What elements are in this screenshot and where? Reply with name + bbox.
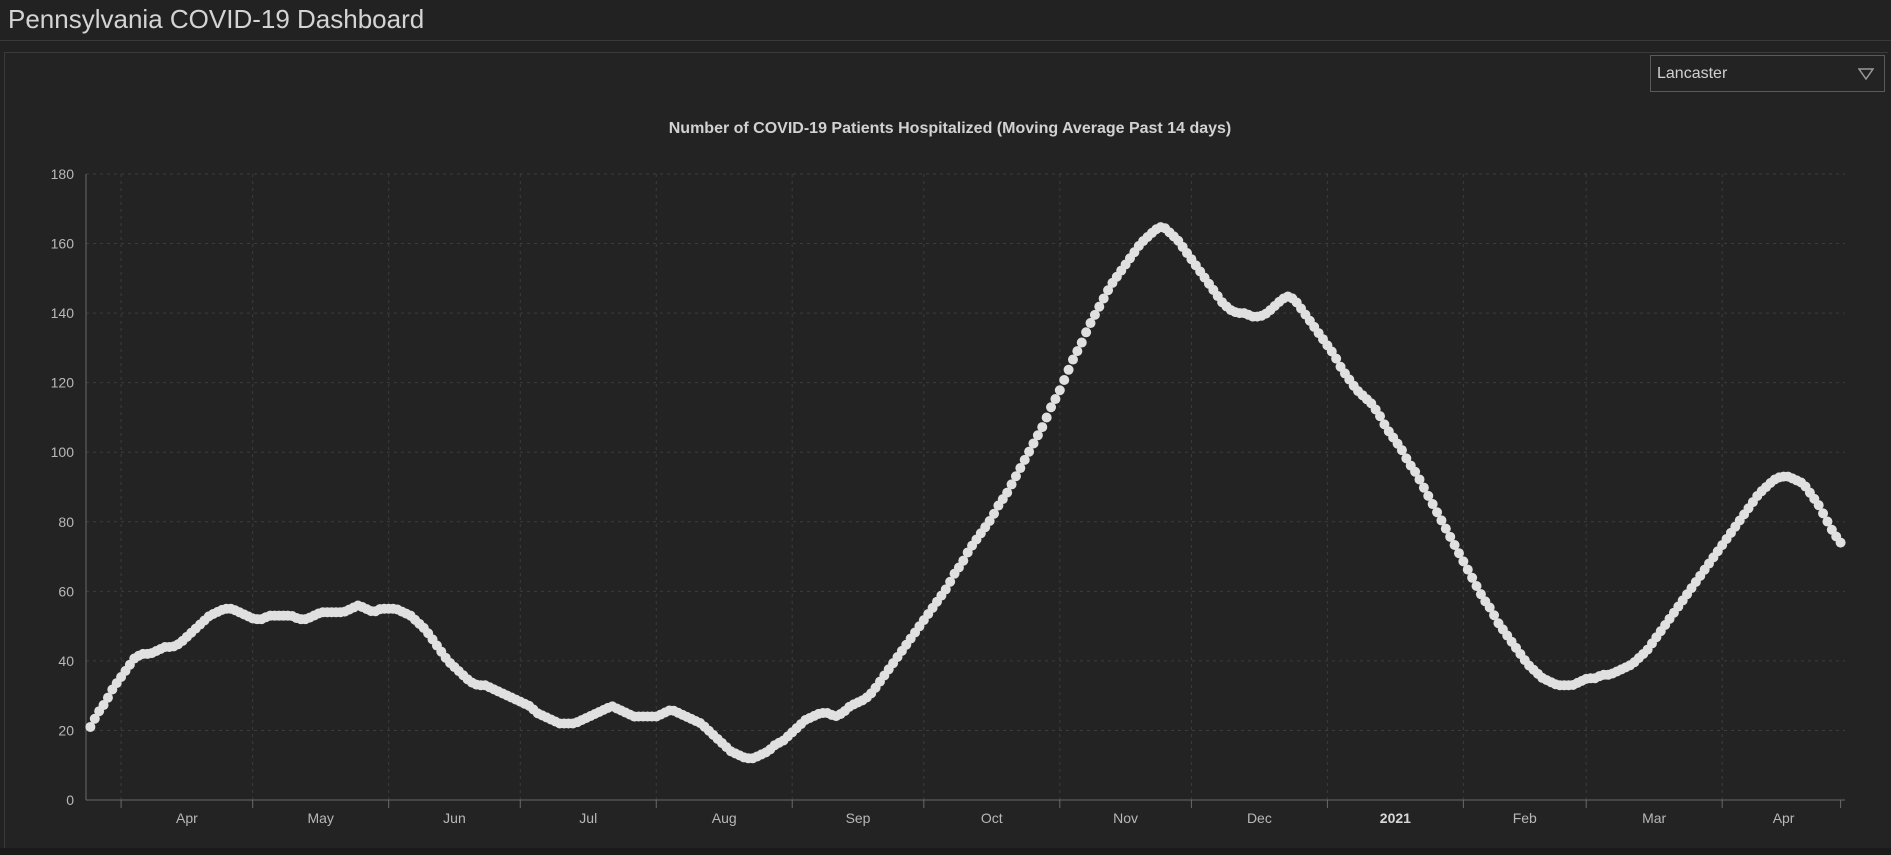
data-point[interactable]: [1467, 572, 1478, 583]
data-point[interactable]: [1098, 293, 1109, 304]
y-tick-label: 140: [51, 305, 75, 321]
data-point[interactable]: [1067, 354, 1078, 365]
data-point[interactable]: [1015, 463, 1026, 474]
data-point[interactable]: [1002, 487, 1013, 498]
data-point[interactable]: [1024, 446, 1035, 457]
county-select[interactable]: Lancaster: [1650, 55, 1885, 92]
chart-grid: [86, 173, 1845, 800]
data-point[interactable]: [1432, 507, 1443, 518]
data-point[interactable]: [1410, 466, 1421, 477]
x-tick-label: Apr: [176, 810, 198, 826]
data-point[interactable]: [1028, 438, 1039, 449]
data-point[interactable]: [102, 692, 113, 703]
data-point[interactable]: [1375, 411, 1386, 422]
chart-panel: [4, 52, 1888, 855]
x-tick-label: Jul: [579, 810, 597, 826]
data-point[interactable]: [89, 713, 100, 724]
x-tick-label: Mar: [1642, 810, 1666, 826]
data-point[interactable]: [1484, 602, 1495, 613]
data-point[interactable]: [1081, 327, 1092, 338]
data-point[interactable]: [984, 516, 995, 527]
y-tick-label: 40: [58, 653, 74, 669]
data-point[interactable]: [1396, 445, 1407, 456]
data-point[interactable]: [1085, 318, 1096, 329]
data-point[interactable]: [1006, 479, 1017, 490]
data-point[interactable]: [1063, 364, 1074, 375]
x-tick-label: Apr: [1773, 810, 1795, 826]
data-point[interactable]: [1010, 471, 1021, 482]
x-tick-label: Aug: [712, 810, 737, 826]
data-point[interactable]: [1822, 516, 1833, 527]
data-point[interactable]: [1475, 589, 1486, 600]
y-tick-label: 60: [58, 583, 74, 599]
data-point[interactable]: [1423, 490, 1434, 501]
data-point[interactable]: [1818, 508, 1829, 519]
data-point[interactable]: [1037, 422, 1048, 433]
data-point[interactable]: [1331, 353, 1342, 364]
data-point[interactable]: [989, 508, 1000, 519]
data-point[interactable]: [1103, 285, 1114, 296]
data-point[interactable]: [945, 576, 956, 587]
x-tick-label: Feb: [1513, 810, 1537, 826]
data-point[interactable]: [1427, 499, 1438, 510]
data-point[interactable]: [1436, 515, 1447, 526]
data-point[interactable]: [1019, 454, 1030, 465]
data-point[interactable]: [1445, 531, 1456, 542]
data-point[interactable]: [1440, 523, 1451, 534]
data-point[interactable]: [1050, 394, 1061, 405]
chevron-down-icon: [1858, 68, 1874, 81]
data-point[interactable]: [1471, 580, 1482, 591]
county-select-value: Lancaster: [1657, 65, 1728, 82]
data-point[interactable]: [958, 555, 969, 566]
chart-title: Number of COVID-19 Patients Hospitalized…: [669, 120, 1232, 137]
x-tick-label: Nov: [1113, 810, 1138, 826]
app-header: Pennsylvania COVID-19 Dashboard: [0, 0, 1891, 41]
data-point[interactable]: [1414, 474, 1425, 485]
data-point[interactable]: [1032, 430, 1043, 441]
x-tick-label: Dec: [1247, 810, 1272, 826]
x-tick-label: 2021: [1380, 810, 1411, 826]
data-point[interactable]: [1089, 309, 1100, 320]
app-title: Pennsylvania COVID-19 Dashboard: [8, 4, 425, 34]
data-point[interactable]: [940, 584, 951, 595]
footer-strip: [0, 848, 1891, 855]
data-point[interactable]: [1453, 548, 1464, 559]
data-point[interactable]: [1462, 564, 1473, 575]
data-point[interactable]: [1041, 412, 1052, 423]
data-point[interactable]: [1401, 453, 1412, 464]
data-point[interactable]: [1835, 537, 1846, 548]
data-point[interactable]: [1094, 301, 1105, 312]
x-tick-label: Sep: [846, 810, 871, 826]
data-point[interactable]: [1046, 402, 1057, 413]
x-tick-label: May: [307, 810, 333, 826]
x-tick-label: Oct: [981, 810, 1003, 826]
y-tick-label: 120: [51, 375, 75, 391]
data-point[interactable]: [1059, 375, 1070, 386]
data-point[interactable]: [1054, 385, 1065, 396]
data-point[interactable]: [1418, 482, 1429, 493]
y-tick-label: 100: [51, 444, 75, 460]
data-point[interactable]: [1072, 346, 1083, 357]
x-tick-label: Jun: [443, 810, 466, 826]
data-point[interactable]: [1458, 556, 1469, 567]
y-tick-label: 20: [58, 722, 74, 738]
data-point[interactable]: [1813, 500, 1824, 511]
data-point[interactable]: [1076, 337, 1087, 348]
y-tick-label: 0: [66, 792, 74, 808]
data-point[interactable]: [98, 700, 109, 711]
chart-series: [85, 222, 1846, 764]
y-tick-label: 80: [58, 514, 74, 530]
data-point[interactable]: [1449, 540, 1460, 551]
data-point[interactable]: [1489, 610, 1500, 621]
y-tick-label: 180: [51, 166, 75, 182]
data-point[interactable]: [85, 721, 96, 732]
chart-axes: 0 20 40 60 80 100 120 140 160 180 Apr May Jun Jul Aug S…: [51, 166, 1845, 826]
y-tick-label: 160: [51, 236, 75, 252]
